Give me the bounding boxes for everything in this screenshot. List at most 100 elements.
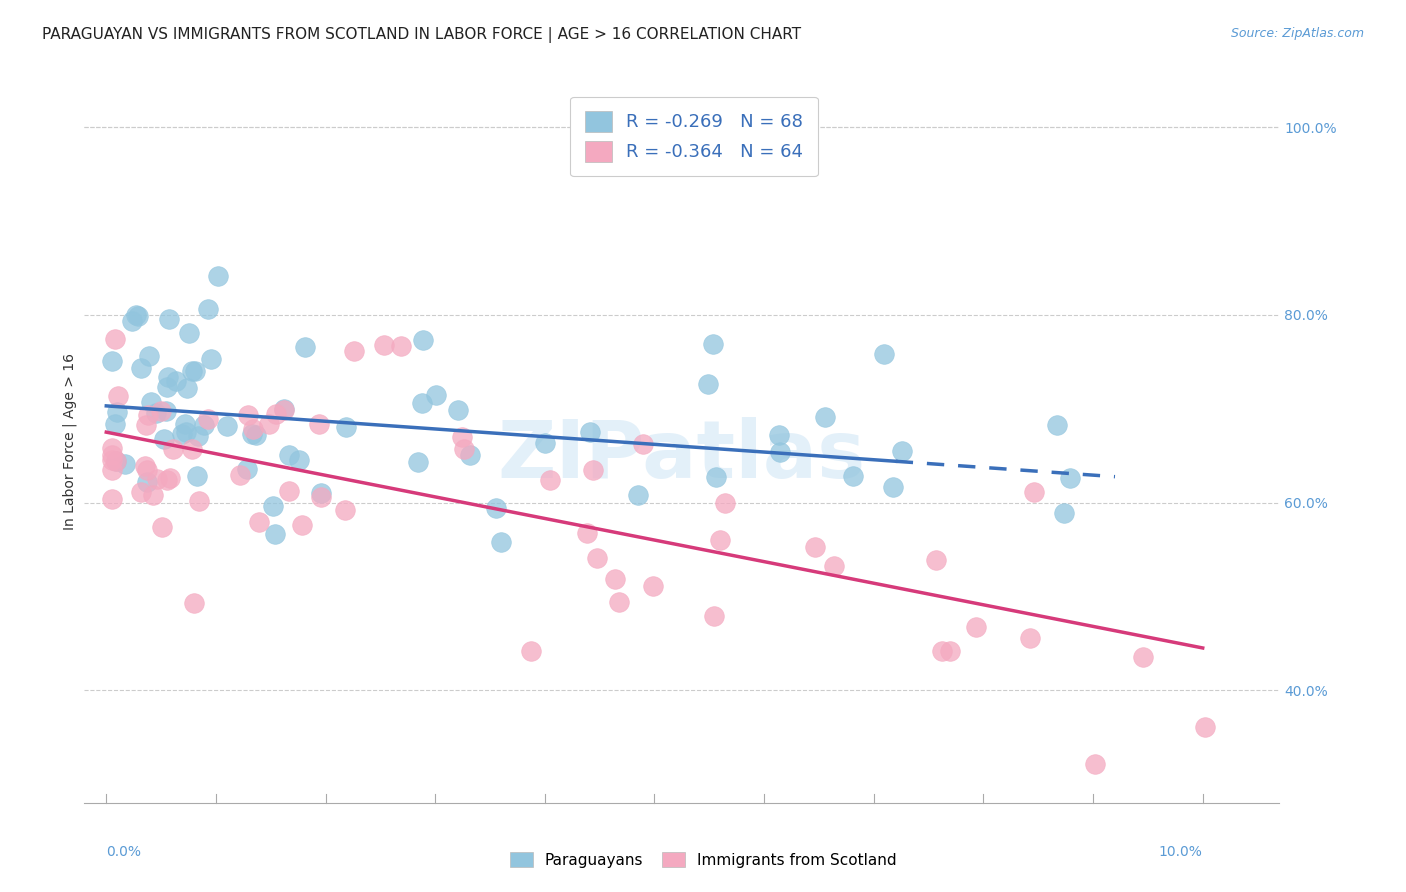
Point <box>273 402 295 417</box>
Point <box>179 326 201 340</box>
Point <box>641 578 664 592</box>
Point <box>939 644 962 658</box>
Point <box>104 417 127 431</box>
Point <box>155 404 177 418</box>
Point <box>180 363 202 377</box>
Point <box>291 518 314 533</box>
Point <box>697 376 720 391</box>
Point <box>709 533 731 547</box>
Point <box>150 519 173 533</box>
Point <box>425 387 447 401</box>
Point <box>100 449 122 463</box>
Point <box>451 430 474 444</box>
Point <box>193 417 215 432</box>
Point <box>931 644 953 658</box>
Point <box>288 453 311 467</box>
Point <box>197 412 219 426</box>
Point <box>924 553 946 567</box>
Point <box>605 572 627 586</box>
Point <box>814 410 837 425</box>
Point <box>277 484 299 499</box>
Point <box>105 405 128 419</box>
Point <box>145 406 167 420</box>
Point <box>769 445 792 459</box>
Point <box>139 395 162 409</box>
Point <box>1084 756 1107 771</box>
Point <box>215 419 238 434</box>
Point <box>100 453 122 467</box>
Point <box>447 403 470 417</box>
Point <box>1059 471 1081 485</box>
Point <box>294 340 316 354</box>
Point <box>100 491 122 506</box>
Point <box>1053 506 1076 520</box>
Point <box>240 427 263 442</box>
Point <box>333 503 356 517</box>
Point <box>134 458 156 473</box>
Point <box>138 408 160 422</box>
Point <box>257 417 280 432</box>
Point <box>264 527 287 541</box>
Point <box>406 455 429 469</box>
Point <box>343 343 366 358</box>
Point <box>183 596 205 610</box>
Point <box>631 437 654 451</box>
Point <box>107 389 129 403</box>
Point <box>453 442 475 456</box>
Point <box>207 268 229 283</box>
Point <box>277 448 299 462</box>
Point <box>146 472 169 486</box>
Point <box>373 338 395 352</box>
Point <box>245 427 267 442</box>
Point <box>579 425 602 439</box>
Point <box>138 349 160 363</box>
Point <box>150 404 173 418</box>
Point <box>186 469 208 483</box>
Point <box>965 620 987 634</box>
Point <box>176 381 198 395</box>
Point <box>308 417 330 431</box>
Point <box>136 475 159 489</box>
Point <box>273 401 295 416</box>
Point <box>135 418 157 433</box>
Y-axis label: In Labor Force | Age > 16: In Labor Force | Age > 16 <box>63 353 77 530</box>
Point <box>159 471 181 485</box>
Point <box>1194 720 1216 734</box>
Point <box>841 468 863 483</box>
Point <box>100 463 122 477</box>
Point <box>242 422 264 436</box>
Point <box>247 515 270 529</box>
Point <box>309 486 332 500</box>
Point <box>131 485 153 500</box>
Point <box>152 432 174 446</box>
Point <box>104 332 127 346</box>
Point <box>627 488 650 502</box>
Point <box>882 480 904 494</box>
Point <box>309 490 332 504</box>
Point <box>174 417 197 432</box>
Point <box>229 467 252 482</box>
Text: Source: ZipAtlas.com: Source: ZipAtlas.com <box>1230 27 1364 40</box>
Point <box>181 442 204 457</box>
Point <box>768 427 790 442</box>
Point <box>804 540 827 554</box>
Text: 0.0%: 0.0% <box>107 845 141 859</box>
Point <box>412 334 434 348</box>
Point <box>162 442 184 457</box>
Point <box>262 499 284 513</box>
Point <box>485 501 508 516</box>
Point <box>582 462 605 476</box>
Point <box>538 473 561 487</box>
Point <box>1018 632 1040 646</box>
Legend: R = -0.269   N = 68, R = -0.364   N = 64: R = -0.269 N = 68, R = -0.364 N = 64 <box>571 96 817 176</box>
Point <box>157 312 180 326</box>
Point <box>172 426 194 441</box>
Point <box>188 494 211 508</box>
Point <box>129 361 152 376</box>
Point <box>823 559 845 574</box>
Point <box>704 469 727 483</box>
Point <box>1046 417 1069 432</box>
Point <box>873 347 896 361</box>
Text: 10.0%: 10.0% <box>1159 845 1202 859</box>
Point <box>335 420 357 434</box>
